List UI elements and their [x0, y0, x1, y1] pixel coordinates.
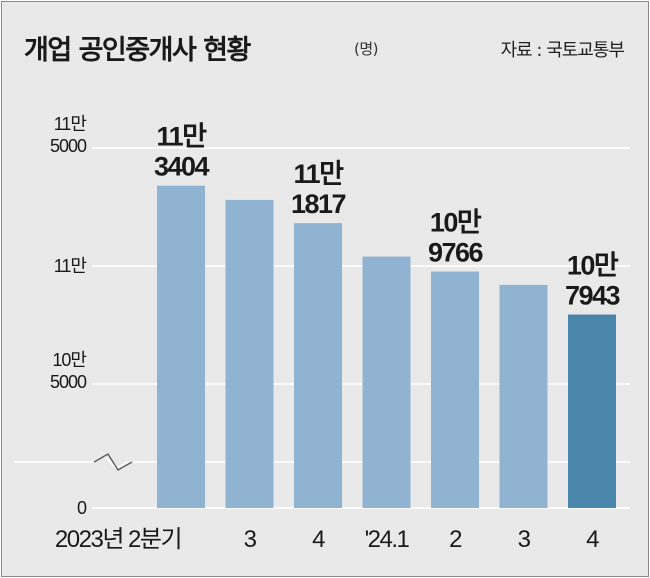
- y-tick-label: 0: [77, 498, 87, 518]
- x-tick-label: 4: [586, 526, 599, 553]
- data-label: 10만: [567, 251, 619, 281]
- data-label: 1817: [291, 189, 346, 219]
- x-tick-label: 2023년 2분기: [55, 526, 181, 553]
- bar: [568, 314, 616, 508]
- axis-break-mark: [93, 453, 133, 471]
- bar: [157, 185, 205, 509]
- x-tick-label: 4: [312, 526, 325, 553]
- chart-unit: (명): [354, 40, 379, 58]
- y-tick-label: 5000: [50, 372, 87, 392]
- bar: [499, 284, 548, 508]
- x-tick-label: '24.1: [365, 526, 410, 553]
- data-label: 3404: [154, 152, 210, 182]
- bar: [431, 271, 479, 508]
- y-tick-label: 10만: [52, 350, 86, 370]
- bar: [362, 256, 411, 508]
- y-tick-label: 11만: [54, 114, 87, 134]
- data-label: 7943: [565, 281, 621, 311]
- data-label: 9766: [428, 238, 484, 268]
- x-tick-label: 3: [244, 526, 257, 553]
- chart-title: 개업 공인중개사 현황: [24, 35, 251, 66]
- data-label: 11만: [157, 122, 208, 152]
- y-tick-label: 5000: [50, 136, 87, 156]
- bar: [225, 199, 274, 509]
- data-label: 10만: [430, 208, 482, 238]
- x-tick-label: 2: [449, 526, 462, 553]
- data-label: 11만: [294, 159, 345, 189]
- chart-source: 자료 : 국토교통부: [500, 40, 625, 61]
- bar: [294, 223, 342, 508]
- y-tick-label: 11만: [54, 256, 87, 276]
- x-tick-label: 3: [518, 526, 531, 553]
